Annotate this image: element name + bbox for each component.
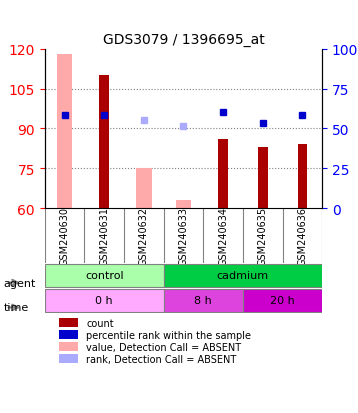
Bar [59, 330, 78, 339]
Bar [218, 140, 228, 209]
Text: GSM240632: GSM240632 [139, 206, 149, 265]
Text: GSM240634: GSM240634 [218, 206, 228, 265]
Text: GSM240636: GSM240636 [297, 206, 308, 265]
FancyBboxPatch shape [243, 290, 322, 312]
FancyBboxPatch shape [164, 290, 243, 312]
Text: count: count [86, 318, 114, 328]
Text: 0 h: 0 h [95, 296, 113, 306]
Text: 8 h: 8 h [194, 296, 212, 306]
Bar [59, 354, 78, 363]
Bar [136, 169, 152, 209]
Text: percentile rank within the sample: percentile rank within the sample [86, 330, 251, 340]
Text: agent: agent [4, 278, 36, 288]
Bar [175, 201, 192, 209]
Text: time: time [4, 303, 29, 313]
Text: GSM240630: GSM240630 [59, 206, 69, 265]
Text: GSM240633: GSM240633 [179, 206, 188, 265]
FancyBboxPatch shape [45, 290, 164, 312]
Bar [297, 145, 307, 209]
Text: value, Detection Call = ABSENT: value, Detection Call = ABSENT [86, 342, 242, 352]
Bar [258, 147, 267, 209]
Text: cadmium: cadmium [217, 271, 269, 280]
FancyBboxPatch shape [164, 264, 322, 287]
Text: GSM240635: GSM240635 [258, 206, 268, 265]
Text: 20 h: 20 h [270, 296, 295, 306]
Bar [100, 76, 109, 209]
FancyBboxPatch shape [45, 264, 164, 287]
Bar [59, 342, 78, 351]
Text: GSM240631: GSM240631 [99, 206, 109, 265]
Text: control: control [85, 271, 124, 280]
Bar [59, 318, 78, 327]
Bar [57, 55, 72, 209]
Text: rank, Detection Call = ABSENT: rank, Detection Call = ABSENT [86, 354, 237, 364]
Title: GDS3079 / 1396695_at: GDS3079 / 1396695_at [103, 33, 264, 47]
